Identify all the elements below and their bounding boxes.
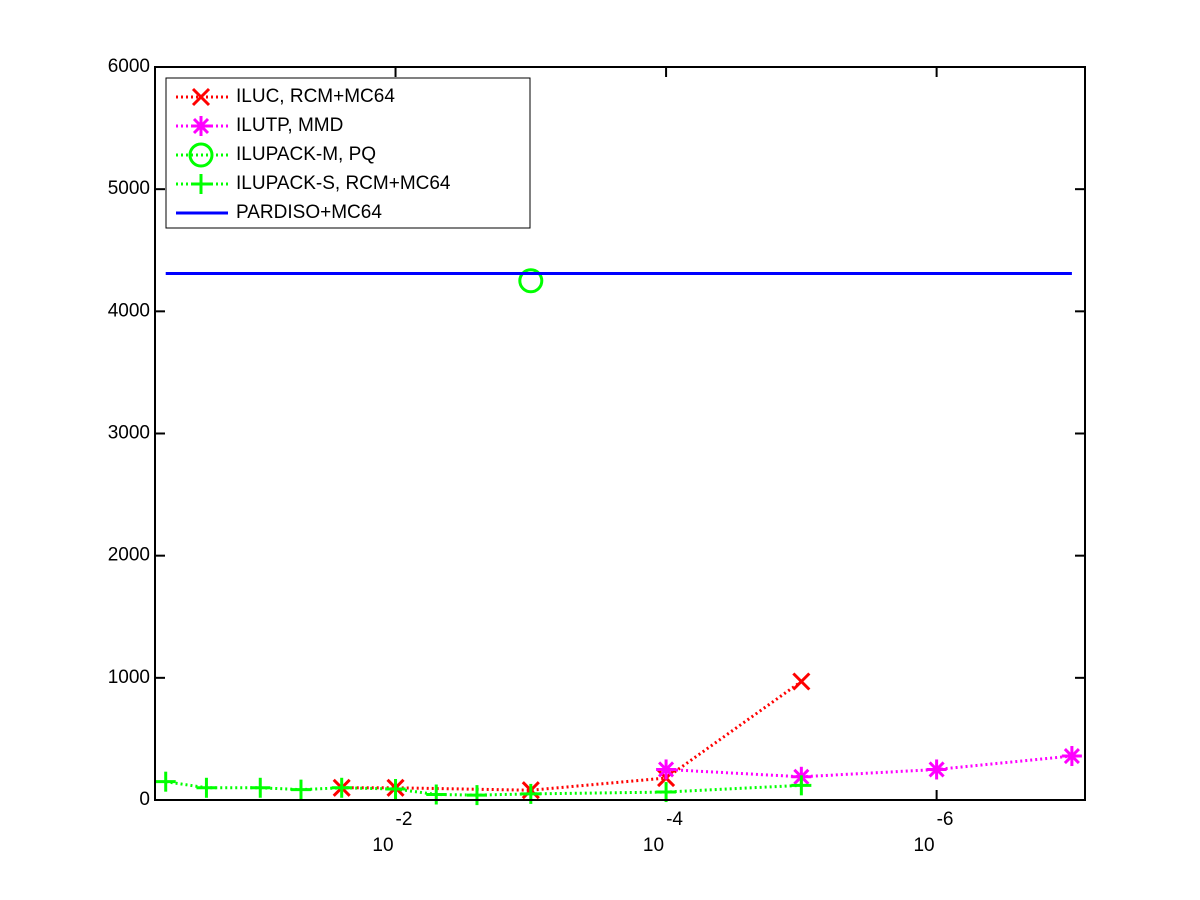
legend-box xyxy=(165,77,531,229)
x-tick-exponent: -6 xyxy=(937,809,954,830)
legend-label: ILUPACK-M, PQ xyxy=(236,144,376,165)
marker xyxy=(656,782,677,803)
y-tick-label: 6000 xyxy=(108,56,150,77)
x-tick-label: 10 xyxy=(913,835,934,856)
marker-stroke xyxy=(658,761,675,778)
y-tick-label: 3000 xyxy=(108,423,150,444)
legend-label: ILUTP, MMD xyxy=(236,115,343,136)
x-tick-exponent: -2 xyxy=(396,809,413,830)
marker xyxy=(792,672,811,691)
legend-label: ILUPACK-S, RCM+MC64 xyxy=(236,173,451,194)
marker xyxy=(791,775,812,796)
marker xyxy=(466,785,487,806)
marker-stroke xyxy=(518,268,544,294)
legend-label: ILUC, RCM+MC64 xyxy=(236,86,395,107)
marker xyxy=(191,174,211,194)
marker-stroke xyxy=(792,672,811,691)
y-tick-label: 5000 xyxy=(108,178,150,199)
marker xyxy=(191,87,211,107)
marker xyxy=(385,779,406,800)
marker xyxy=(290,779,311,800)
x-tick-label: 10 xyxy=(372,835,393,856)
marker-stroke xyxy=(1063,747,1080,765)
marker xyxy=(155,771,176,792)
x-tick-exponent: -4 xyxy=(666,809,683,830)
marker-stroke xyxy=(192,117,210,135)
marker xyxy=(926,759,947,780)
marker xyxy=(656,759,677,780)
axes-frame xyxy=(154,66,1086,801)
series-line xyxy=(341,680,803,792)
marker xyxy=(196,777,217,798)
y-tick-label: 4000 xyxy=(108,300,150,321)
marker-stroke xyxy=(928,761,945,778)
marker-stroke xyxy=(188,142,214,168)
marker xyxy=(426,784,447,805)
x-tick-label: 10 xyxy=(643,835,664,856)
marker-stroke xyxy=(191,87,211,107)
marker xyxy=(518,268,544,294)
y-tick-label: 1000 xyxy=(108,667,150,688)
marker xyxy=(331,777,352,798)
marker xyxy=(191,116,211,136)
legend-label: PARDISO+MC64 xyxy=(236,202,382,223)
y-tick-label: 0 xyxy=(139,789,150,810)
marker xyxy=(1061,746,1082,767)
marker xyxy=(250,777,271,798)
y-tick-label: 2000 xyxy=(108,545,150,566)
marker xyxy=(188,142,214,168)
